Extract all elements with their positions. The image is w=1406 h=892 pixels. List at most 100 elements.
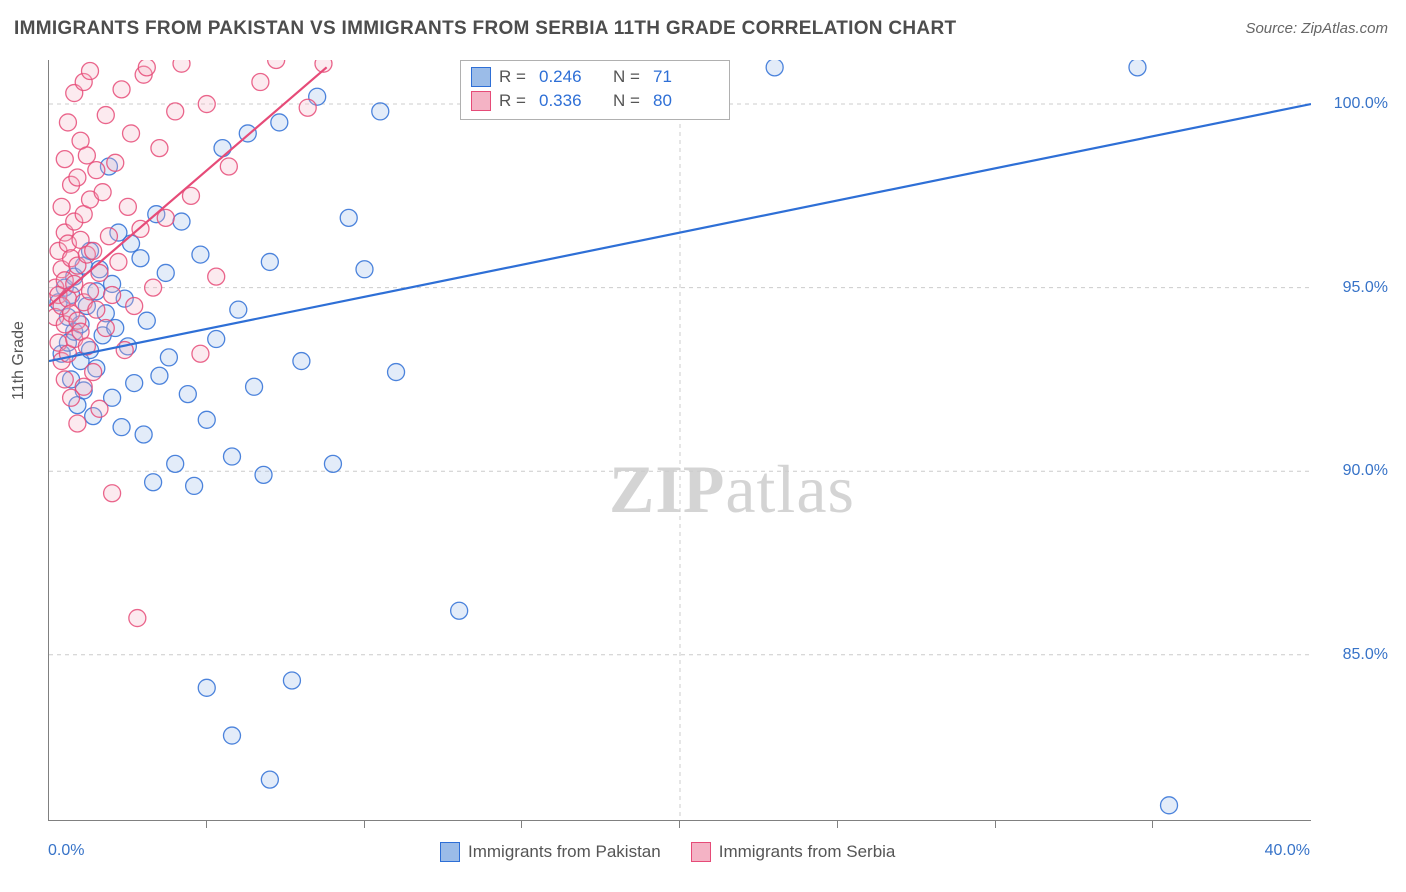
- scatter-point: [179, 386, 196, 403]
- scatter-point: [356, 261, 373, 278]
- scatter-point: [56, 151, 73, 168]
- scatter-point: [214, 140, 231, 157]
- scatter-point: [271, 114, 288, 131]
- scatter-point: [78, 147, 95, 164]
- scatter-point: [173, 213, 190, 230]
- scatter-point: [104, 485, 121, 502]
- scatter-point: [56, 371, 73, 388]
- scatter-point: [69, 415, 86, 432]
- scatter-point: [129, 610, 146, 627]
- scatter-point: [132, 250, 149, 267]
- scatter-point: [85, 364, 102, 381]
- scatter-point: [451, 602, 468, 619]
- legend-series-item: Immigrants from Serbia: [691, 842, 896, 862]
- chart-container: IMMIGRANTS FROM PAKISTAN VS IMMIGRANTS F…: [0, 0, 1406, 892]
- scatter-point: [167, 103, 184, 120]
- scatter-point: [198, 411, 215, 428]
- r-value: 0.336: [539, 91, 605, 111]
- x-tick-label: 0.0%: [48, 842, 84, 860]
- scatter-point: [198, 96, 215, 113]
- n-value: 71: [653, 67, 719, 87]
- source-attribution: Source: ZipAtlas.com: [1245, 20, 1388, 37]
- scatter-point: [110, 253, 127, 270]
- legend-stats-row: R = 0.246 N = 71: [471, 65, 719, 89]
- scatter-point: [160, 349, 177, 366]
- y-tick-label: 100.0%: [1334, 95, 1388, 113]
- scatter-point: [198, 679, 215, 696]
- legend-series-item: Immigrants from Pakistan: [440, 842, 661, 862]
- scatter-point: [82, 63, 99, 80]
- plot-area: ZIPatlas: [48, 60, 1311, 821]
- legend-swatch: [471, 91, 491, 111]
- scatter-point: [192, 246, 209, 263]
- scatter-point: [82, 283, 99, 300]
- scatter-svg: [49, 60, 1311, 820]
- x-minor-tick: [521, 820, 522, 828]
- scatter-point: [113, 419, 130, 436]
- legend-stats: R = 0.246 N = 71R = 0.336 N = 80: [460, 60, 730, 120]
- scatter-point: [85, 242, 102, 259]
- scatter-point: [59, 114, 76, 131]
- scatter-point: [151, 367, 168, 384]
- r-label: R =: [499, 91, 531, 111]
- scatter-point: [97, 320, 114, 337]
- scatter-point: [97, 107, 114, 124]
- scatter-point: [157, 264, 174, 281]
- y-axis-label: 11th Grade: [10, 321, 28, 400]
- x-minor-tick: [995, 820, 996, 828]
- scatter-point: [173, 60, 190, 72]
- scatter-point: [340, 209, 357, 226]
- scatter-point: [283, 672, 300, 689]
- scatter-point: [69, 169, 86, 186]
- n-value: 80: [653, 91, 719, 111]
- scatter-point: [208, 268, 225, 285]
- legend-series-label: Immigrants from Serbia: [719, 842, 896, 862]
- x-minor-tick: [1152, 820, 1153, 828]
- y-tick-label: 95.0%: [1343, 279, 1388, 297]
- scatter-point: [167, 455, 184, 472]
- legend-series-label: Immigrants from Pakistan: [468, 842, 661, 862]
- scatter-point: [252, 74, 269, 91]
- scatter-point: [261, 771, 278, 788]
- r-label: R =: [499, 67, 531, 87]
- scatter-point: [268, 60, 285, 69]
- legend-swatch: [440, 842, 460, 862]
- scatter-point: [293, 353, 310, 370]
- regression-line: [49, 67, 327, 306]
- n-label: N =: [613, 67, 645, 87]
- scatter-point: [255, 466, 272, 483]
- r-value: 0.246: [539, 67, 605, 87]
- scatter-point: [107, 154, 124, 171]
- scatter-point: [1129, 60, 1146, 76]
- scatter-point: [126, 297, 143, 314]
- legend-swatch: [691, 842, 711, 862]
- x-minor-tick: [364, 820, 365, 828]
- scatter-point: [91, 400, 108, 417]
- scatter-point: [145, 279, 162, 296]
- scatter-point: [223, 727, 240, 744]
- scatter-point: [94, 184, 111, 201]
- x-tick-label: 40.0%: [1265, 842, 1310, 860]
- scatter-point: [766, 60, 783, 76]
- scatter-point: [138, 312, 155, 329]
- scatter-point: [123, 125, 140, 142]
- scatter-point: [246, 378, 263, 395]
- scatter-point: [88, 162, 105, 179]
- legend-stats-row: R =0.336N =80: [471, 89, 719, 113]
- scatter-point: [299, 99, 316, 116]
- x-minor-tick: [679, 820, 680, 828]
- scatter-point: [208, 331, 225, 348]
- legend-series: Immigrants from Pakistan Immigrants from …: [440, 842, 895, 862]
- scatter-point: [100, 228, 117, 245]
- scatter-point: [186, 477, 203, 494]
- scatter-point: [145, 474, 162, 491]
- scatter-point: [88, 301, 105, 318]
- scatter-point: [230, 301, 247, 318]
- scatter-point: [324, 455, 341, 472]
- scatter-point: [113, 81, 130, 98]
- scatter-point: [123, 235, 140, 252]
- legend-swatch: [471, 67, 491, 87]
- x-minor-tick: [837, 820, 838, 828]
- scatter-point: [1161, 797, 1178, 814]
- scatter-point: [104, 286, 121, 303]
